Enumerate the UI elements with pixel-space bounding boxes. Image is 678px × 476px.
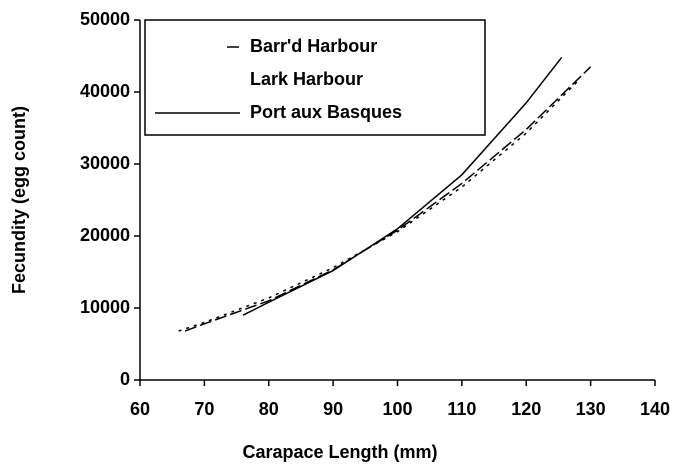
y-tick-label: 30000 [80,153,130,173]
x-tick-label: 140 [640,399,670,419]
x-tick-label: 80 [259,399,279,419]
legend-label: Port aux Basques [250,102,402,122]
x-tick-label: 120 [511,399,541,419]
x-tick-label: 70 [194,399,214,419]
x-tick-label: 100 [382,399,412,419]
y-tick-label: 0 [120,369,130,389]
y-tick-label: 40000 [80,81,130,101]
legend-box [144,19,486,136]
x-tick-label: 110 [447,399,476,419]
y-tick-label: 20000 [80,225,130,245]
series-line [242,56,563,316]
x-axis-label: Carapace Length (mm) [242,442,437,462]
x-tick-label: 60 [130,399,150,419]
y-axis-label: Fecundity (egg count) [9,106,29,294]
legend-label: Barr'd Harbour [250,36,377,56]
x-tick-label: 90 [323,399,343,419]
legend-label: Lark Harbour [250,69,363,89]
x-tick-label: 130 [576,399,606,419]
y-tick-label: 50000 [80,9,130,29]
y-tick-label: 10000 [80,297,130,317]
